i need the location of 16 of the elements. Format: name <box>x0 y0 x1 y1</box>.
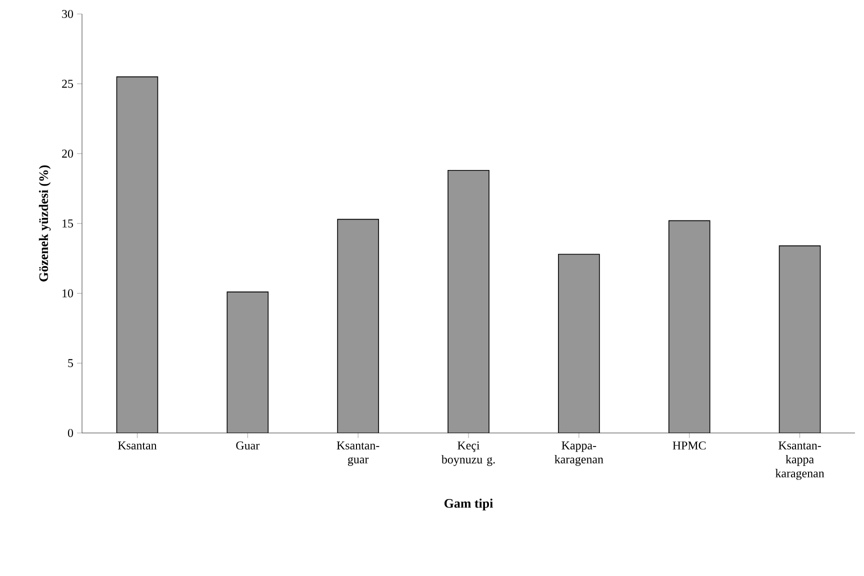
x-tick-label: Ksantan-guar <box>336 442 380 466</box>
y-tick-label: 15 <box>62 219 74 228</box>
x-axis-title: Gam tipi <box>444 498 493 510</box>
y-tick-label: 25 <box>62 80 74 88</box>
x-tick-label: Keçi boynuzu g. <box>441 442 495 466</box>
x-tick-label: Kappa-karagenan <box>554 442 604 466</box>
y-tick-label: 0 <box>68 428 74 438</box>
y-tick-label: 10 <box>62 289 74 298</box>
x-tick-label: Ksantan-kappa karagenan <box>775 442 824 480</box>
y-axis-title: Gözenek yüzdesi (%) <box>38 165 51 282</box>
y-tick-label: 20 <box>62 150 74 158</box>
x-tick-label: Ksantan <box>118 442 157 450</box>
x-tick-label: Guar <box>236 442 260 450</box>
x-tick-label: HPMC <box>672 442 706 450</box>
y-tick-label: 5 <box>68 359 74 368</box>
y-tick-label: 30 <box>62 10 74 18</box>
